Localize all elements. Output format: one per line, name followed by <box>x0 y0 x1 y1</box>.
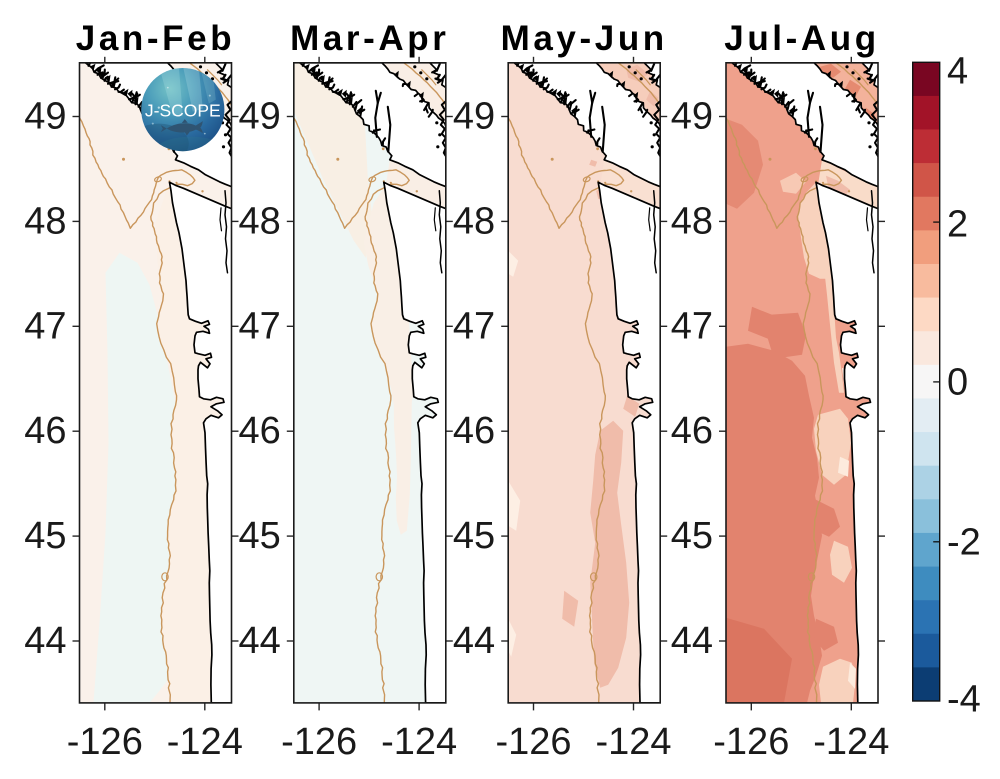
svg-text:-126: -126 <box>281 721 357 763</box>
svg-text:46: 46 <box>453 410 495 452</box>
svg-text:0: 0 <box>947 362 968 404</box>
svg-text:46: 46 <box>671 410 713 452</box>
svg-text:-124: -124 <box>381 721 457 763</box>
svg-text:47: 47 <box>24 305 66 347</box>
svg-text:4: 4 <box>947 51 968 93</box>
svg-text:44: 44 <box>239 620 281 662</box>
svg-text:49: 49 <box>453 96 495 138</box>
svg-text:-2: -2 <box>947 521 981 563</box>
svg-text:Mar-Apr: Mar-Apr <box>290 19 449 58</box>
svg-text:46: 46 <box>24 410 66 452</box>
svg-text:48: 48 <box>453 200 495 242</box>
svg-text:47: 47 <box>671 305 713 347</box>
svg-text:45: 45 <box>453 515 495 557</box>
svg-text:-124: -124 <box>813 721 889 763</box>
svg-text:44: 44 <box>24 620 66 662</box>
svg-text:47: 47 <box>453 305 495 347</box>
svg-text:-126: -126 <box>67 721 143 763</box>
svg-text:45: 45 <box>671 515 713 557</box>
svg-text:45: 45 <box>239 515 281 557</box>
svg-text:-124: -124 <box>595 721 671 763</box>
svg-text:-126: -126 <box>713 721 789 763</box>
svg-text:Jul-Aug: Jul-Aug <box>724 19 879 58</box>
svg-text:-124: -124 <box>167 721 243 763</box>
svg-text:-4: -4 <box>947 679 981 721</box>
svg-text:J-SCOPE: J-SCOPE <box>145 101 221 121</box>
svg-text:46: 46 <box>239 410 281 452</box>
svg-text:49: 49 <box>239 96 281 138</box>
svg-text:48: 48 <box>671 200 713 242</box>
svg-text:May-Jun: May-Jun <box>501 19 668 58</box>
svg-text:47: 47 <box>239 305 281 347</box>
svg-text:Jan-Feb: Jan-Feb <box>76 19 235 58</box>
svg-text:45: 45 <box>24 515 66 557</box>
svg-text:49: 49 <box>671 96 713 138</box>
svg-text:44: 44 <box>671 620 713 662</box>
svg-text:49: 49 <box>24 96 66 138</box>
svg-text:44: 44 <box>453 620 495 662</box>
svg-text:-126: -126 <box>495 721 571 763</box>
svg-text:2: 2 <box>947 204 968 246</box>
svg-text:48: 48 <box>24 200 66 242</box>
svg-text:48: 48 <box>239 200 281 242</box>
